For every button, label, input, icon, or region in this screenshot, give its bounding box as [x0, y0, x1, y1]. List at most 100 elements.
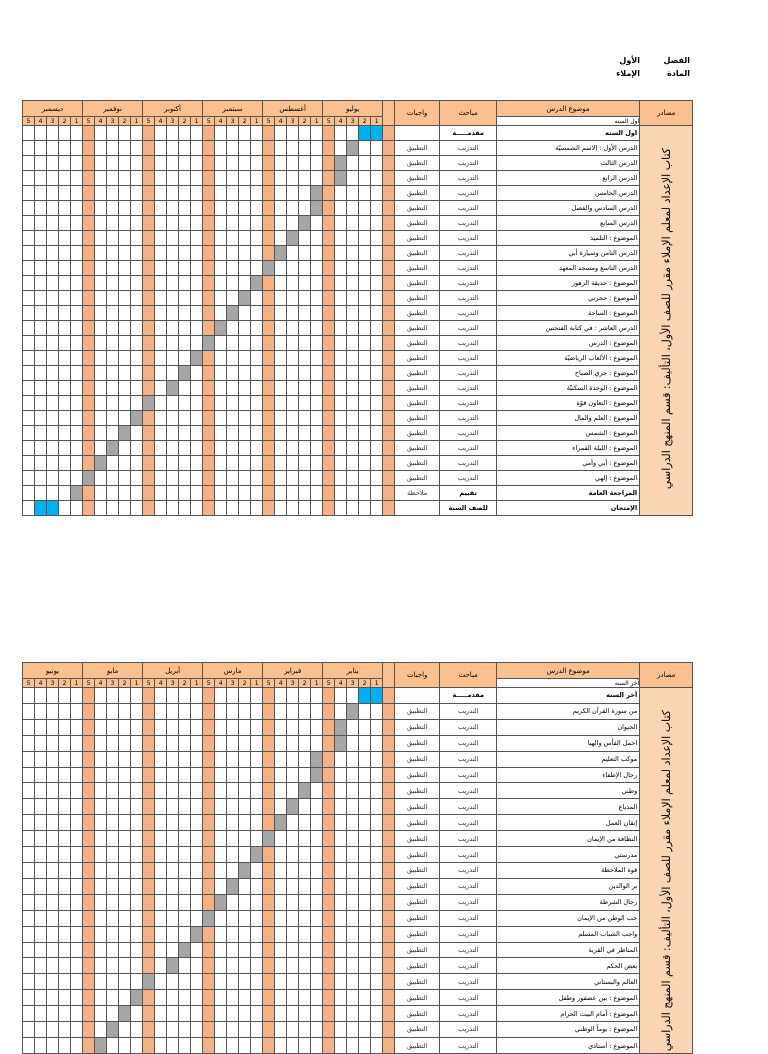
- week-cell: [70, 973, 84, 991]
- week-number: 2: [58, 678, 72, 688]
- week-cell: [250, 941, 264, 959]
- week-cell: [334, 200, 348, 216]
- week-cell: [178, 734, 192, 752]
- week-cell: [346, 973, 360, 991]
- schedule-table: مصادر موضوع الدرس مباحث واجبات يناير فبراير ما…: [21, 662, 694, 1054]
- week-cell: [250, 335, 264, 351]
- week-cell: [142, 380, 156, 396]
- week-cell: [118, 893, 132, 911]
- week-cell: [190, 260, 204, 276]
- week-cell: [274, 410, 288, 426]
- lesson-homework: التطبيق: [394, 702, 441, 720]
- week-cell: [286, 470, 300, 486]
- lesson-topic: الموضوع : حديقة الزهور: [496, 275, 641, 291]
- week-cell: [130, 973, 144, 991]
- week-cell: [262, 750, 276, 768]
- week-number: 3: [286, 116, 300, 126]
- semester-label: الفصل: [663, 56, 690, 65]
- week-cell: [46, 830, 60, 848]
- week-cell: [130, 125, 144, 141]
- week-cell: [70, 814, 84, 832]
- spacer: [382, 290, 396, 306]
- week-cell: [34, 989, 48, 1007]
- week-cell: [94, 455, 108, 471]
- week-cell: [82, 718, 96, 736]
- week-cell: [34, 155, 48, 171]
- week-number: 5: [322, 678, 336, 688]
- week-cell: [178, 687, 192, 704]
- week-cell: [238, 350, 252, 366]
- week-cell: [214, 200, 228, 216]
- week-cell: [190, 957, 204, 975]
- lesson-homework: التطبيق: [394, 766, 441, 784]
- week-cell: [202, 718, 216, 736]
- week-cell: [310, 455, 324, 471]
- week-cell: [286, 734, 300, 752]
- lesson-topic: الموضوع : بين عصفور وطفل: [496, 989, 641, 1007]
- week-cell: [334, 750, 348, 768]
- week-cell: [346, 909, 360, 927]
- week-cell: [70, 470, 84, 486]
- week-cell: [262, 909, 276, 927]
- week-cell: [190, 861, 204, 879]
- week-cell: [46, 185, 60, 201]
- week-cell: [70, 909, 84, 927]
- lesson-topic: بر الوالدين: [496, 877, 641, 895]
- week-cell: [202, 687, 216, 704]
- week-cell: [58, 957, 72, 975]
- week-cell: [130, 814, 144, 832]
- week-cell: [142, 350, 156, 366]
- week-cell: [94, 290, 108, 306]
- week-cell: [130, 989, 144, 1007]
- week-cell: [262, 989, 276, 1007]
- week-cell: [21, 275, 36, 291]
- week-cell: [286, 395, 300, 411]
- week-cell: [322, 718, 336, 736]
- lesson-study: التدريب: [439, 893, 498, 911]
- week-cell: [118, 798, 132, 816]
- week-cell: [346, 830, 360, 848]
- lesson-homework: التطبيق: [394, 275, 441, 291]
- lesson-row: الموضوع : أستاذي التدريب التطبيق: [21, 1036, 693, 1054]
- week-cell: [106, 260, 120, 276]
- week-cell: [142, 925, 156, 943]
- week-cell: [166, 260, 180, 276]
- week-cell: [21, 395, 36, 411]
- week-cell: [346, 455, 360, 471]
- week-cell: [250, 893, 264, 911]
- week-cell: [286, 485, 300, 501]
- week-cell: [262, 1036, 276, 1054]
- week-cell: [94, 830, 108, 848]
- week-cell: [334, 798, 348, 816]
- week-cell: [274, 485, 288, 501]
- week-cell: [310, 734, 324, 752]
- week-cell: [334, 500, 348, 516]
- week-cell: [154, 814, 168, 832]
- week-cell: [142, 485, 156, 501]
- lesson-study: التدريب: [439, 1036, 498, 1054]
- week-cell: [262, 185, 276, 201]
- week-cell: [21, 989, 36, 1007]
- week-cell: [334, 957, 348, 975]
- week-cell: [370, 425, 384, 441]
- week-cell: [346, 470, 360, 486]
- spacer: [382, 687, 396, 704]
- week-cell: [34, 410, 48, 426]
- week-cell: [250, 957, 264, 975]
- week-cell: [21, 125, 36, 141]
- week-cell: [154, 215, 168, 231]
- lesson-study: مقدمـــــة: [439, 687, 498, 704]
- week-number: 1: [130, 116, 144, 126]
- week-cell: [21, 215, 36, 231]
- week-cell: [262, 957, 276, 975]
- week-cell: [298, 485, 312, 501]
- week-cell: [226, 1005, 240, 1023]
- week-cell: [262, 702, 276, 720]
- week-cell: [58, 470, 72, 486]
- week-cell: [202, 245, 216, 261]
- week-cell: [358, 1005, 372, 1023]
- lesson-homework: التطبيق: [394, 185, 441, 201]
- week-cell: [310, 798, 324, 816]
- week-cell: [358, 410, 372, 426]
- week-cell: [46, 782, 60, 800]
